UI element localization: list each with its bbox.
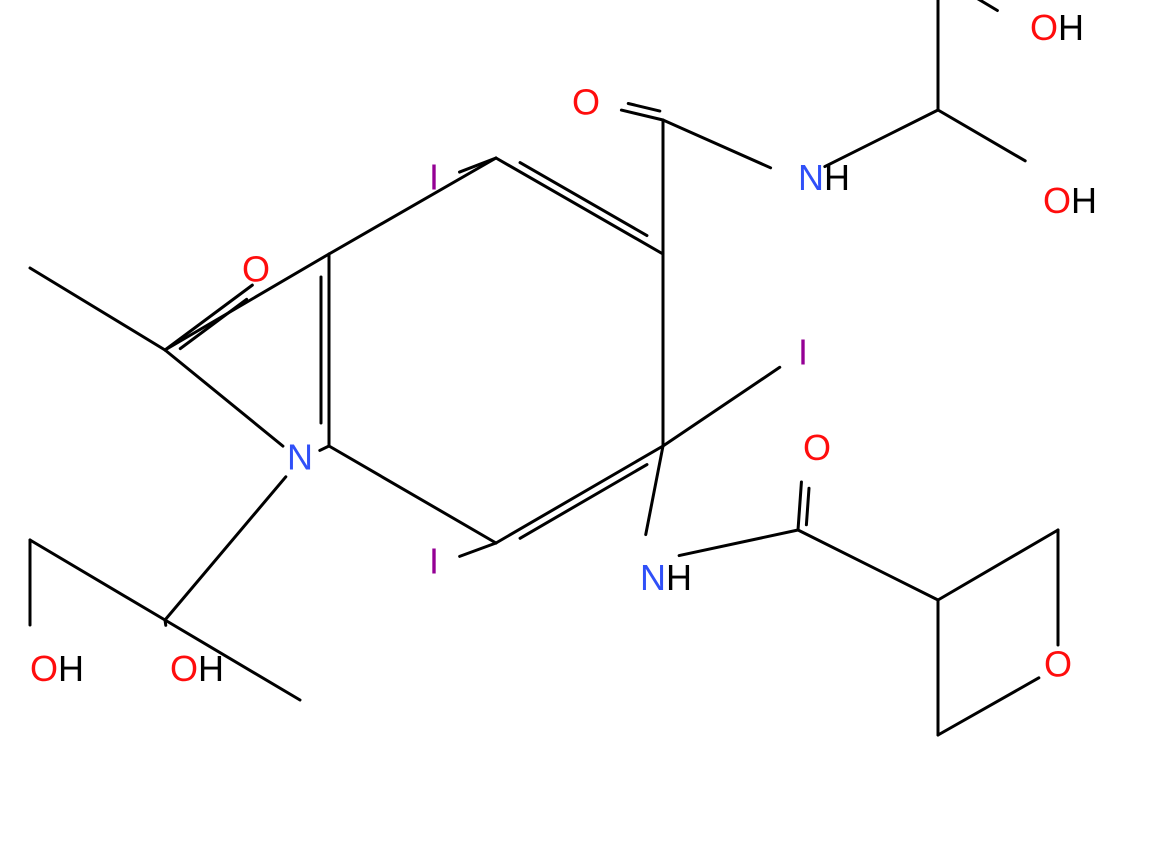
atom-label: NH bbox=[798, 157, 850, 198]
atom-label: NH bbox=[640, 557, 692, 598]
atom-label: OH bbox=[1043, 180, 1097, 221]
molecule-canvas: I I I O NH OH OH NH O O O N OH OH bbox=[0, 0, 1151, 853]
atom-label: O bbox=[803, 427, 831, 468]
atom-label: I bbox=[429, 157, 439, 198]
atom-label: N bbox=[287, 437, 313, 478]
atom-label: O bbox=[1044, 644, 1072, 685]
atom-label: OH bbox=[30, 648, 84, 689]
atom-label: I bbox=[429, 541, 439, 582]
atom-label: O bbox=[242, 249, 270, 290]
atom-label: OH bbox=[1030, 7, 1084, 48]
atom-label: OH bbox=[170, 648, 224, 689]
atom-label: O bbox=[572, 82, 600, 123]
atom-label: I bbox=[798, 332, 808, 373]
